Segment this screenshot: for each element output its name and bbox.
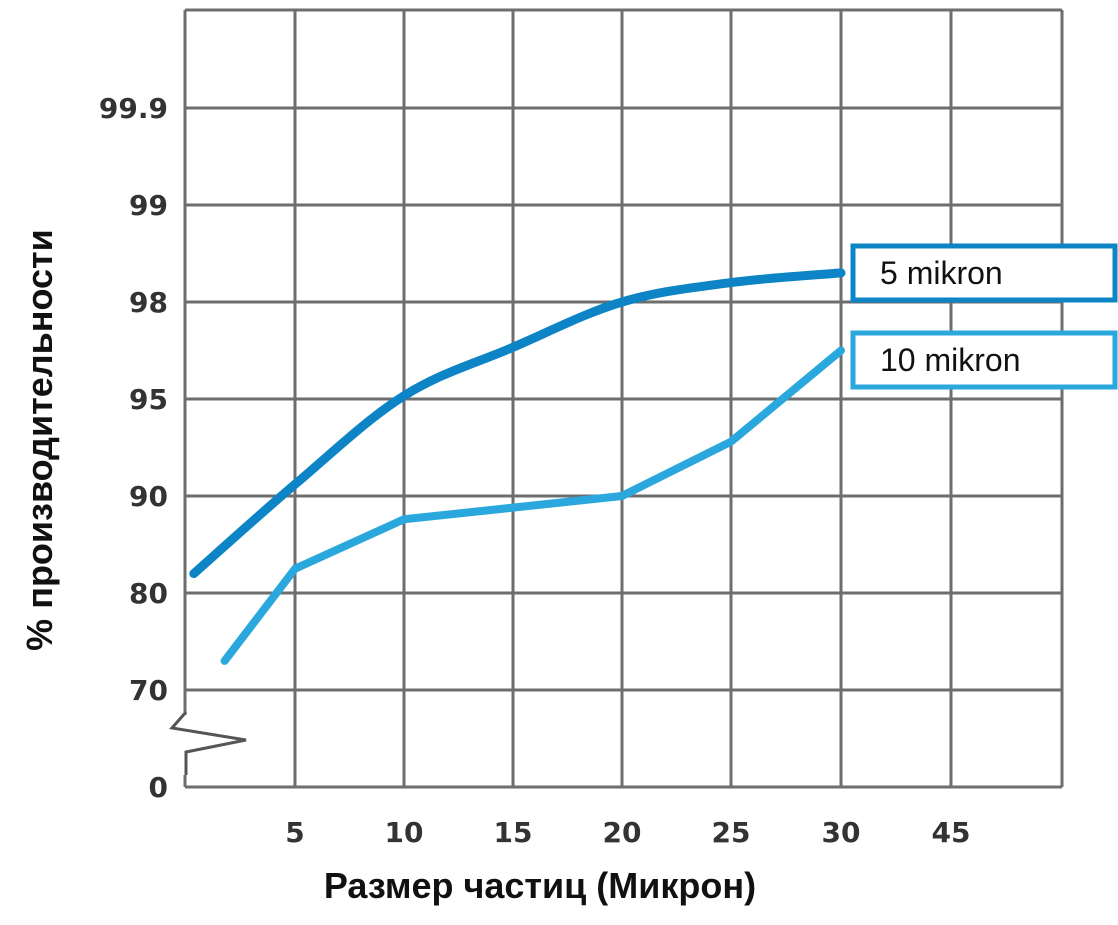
x-tick-label: 15: [494, 816, 533, 849]
y-axis-title: % производительности: [19, 229, 60, 651]
y-tick-label: 70: [129, 674, 168, 707]
axis-break-zigzag: [169, 711, 247, 775]
data-series-lines: [189, 268, 846, 665]
x-axis-title: Размер частиц (Микрон): [324, 865, 756, 906]
legend-label: 10 mikron: [880, 342, 1021, 378]
y-tick-label: 80: [129, 577, 168, 610]
y-axis-break-symbol: [169, 711, 247, 775]
legend-box-5-mikron: [850, 243, 1118, 303]
y-tick-label: 99.9: [99, 92, 168, 125]
legend-label: 5 mikron: [880, 255, 1003, 291]
x-tick-label: 5: [285, 816, 304, 849]
y-tick-labels: 0 70 80 90 95 98 99 99.9: [99, 92, 168, 804]
x-tick-labels: 5 10 15 20 25 30 45: [285, 816, 970, 849]
legend-labels: 5 mikron 10 mikron: [850, 243, 1118, 390]
series-line-10-mikron: [220, 346, 845, 665]
y-tick-label: 98: [129, 286, 168, 319]
chart-grid: [183, 8, 1064, 789]
x-tick-label: 30: [822, 816, 861, 849]
x-tick-label: 45: [932, 816, 971, 849]
x-tick-label: 25: [712, 816, 751, 849]
x-tick-label: 10: [385, 816, 424, 849]
y-tick-label: 95: [129, 383, 168, 416]
y-tick-label: 99: [129, 189, 168, 222]
x-tick-label: 20: [603, 816, 642, 849]
y-tick-label: 90: [129, 480, 168, 513]
series-line-5-mikron: [189, 268, 846, 579]
y-tick-label: 0: [149, 771, 168, 804]
legend-box-10-mikron: [850, 330, 1118, 390]
